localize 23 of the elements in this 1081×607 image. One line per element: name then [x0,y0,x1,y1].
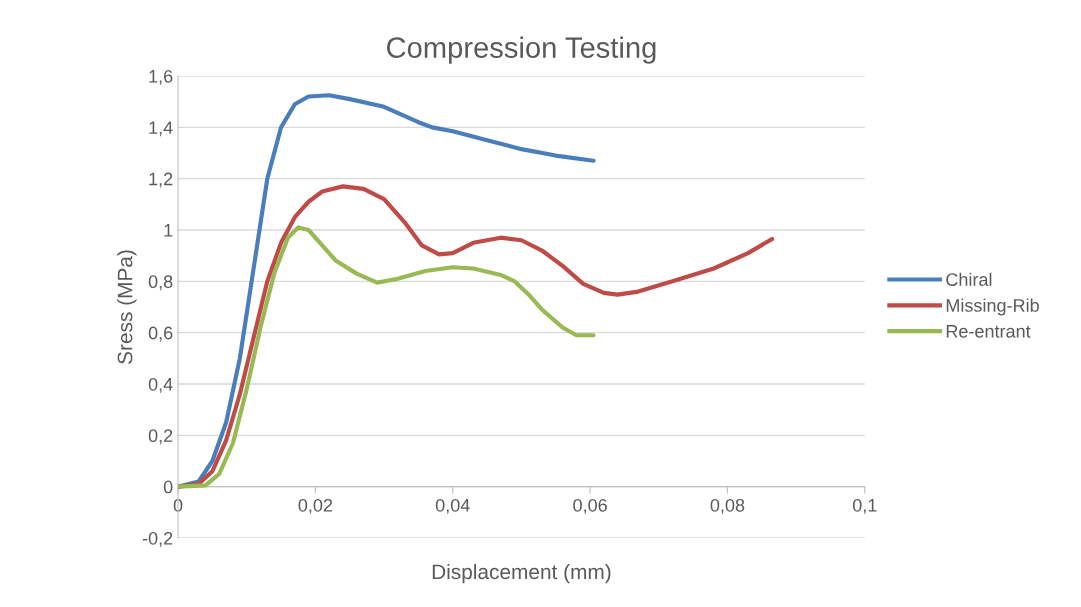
x-tick-label: 0 [173,498,183,512]
x-axis-title: Displacement (mm) [432,563,611,584]
y-tick-label: 0,4 [148,377,173,393]
y-tick-label: 1,2 [149,172,173,188]
y-tick-label: 0,6 [148,326,173,342]
y-tick-label: 1 [164,224,173,237]
y-tick-label: 1,6 [149,69,173,85]
legend-label: Chiral [946,272,992,286]
x-tick-label: 0,06 [573,498,607,514]
chart-title: Compression Testing [387,36,656,64]
y-tick-label: 0,8 [148,275,173,291]
x-tick-label: 0,04 [435,498,470,514]
y-tick-label: 1,4 [149,121,173,137]
legend-label: Missing-Rib [946,298,1039,316]
y-tick-label: 0,2 [148,429,173,445]
x-tick-label: 0,1 [852,498,877,514]
legend-label: Re-entrant [946,325,1031,338]
x-tick-label: 0,08 [710,498,745,514]
x-tick-label: 0,02 [298,498,333,514]
y-axis-title: Sress (MPa) [117,250,137,364]
y-tick-label: 0 [163,480,173,494]
y-tick-label: -0,2 [142,531,173,547]
line-series [178,225,596,489]
